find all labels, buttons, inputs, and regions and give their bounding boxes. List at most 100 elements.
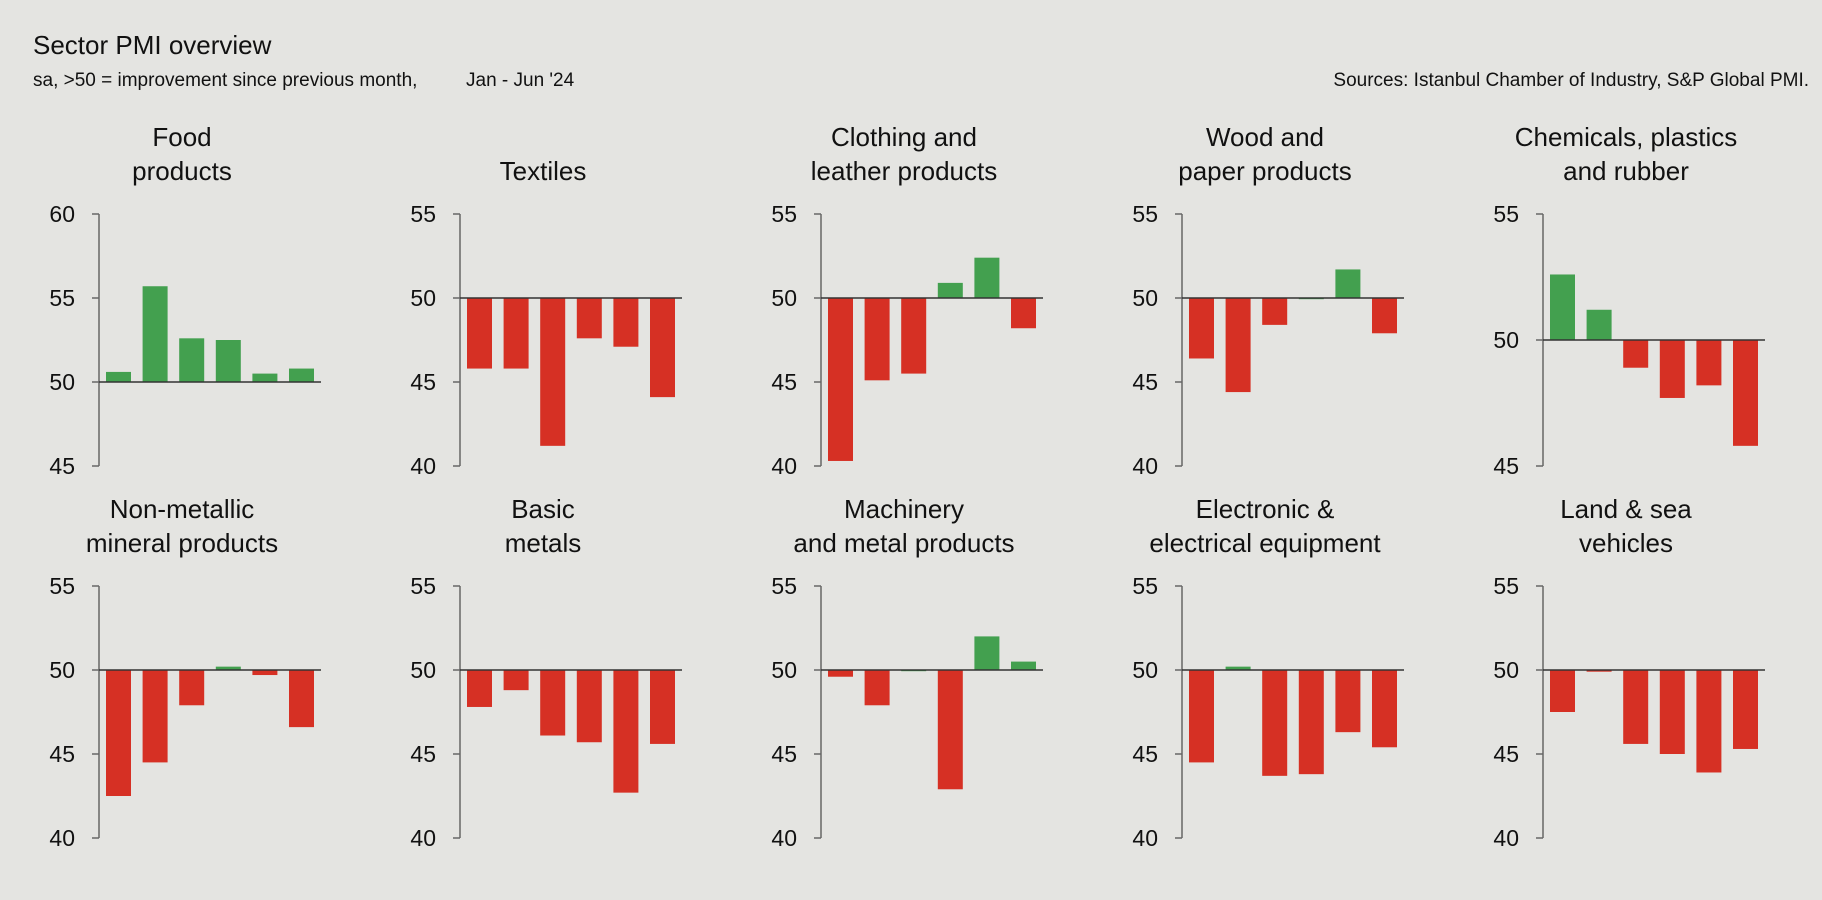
bar-apr: [576, 298, 602, 339]
bar-jun: [1372, 670, 1397, 748]
panel-title: Chemicals, plastics and rubber: [1514, 122, 1738, 186]
y-tick-label: 55: [771, 201, 797, 227]
bar-jun: [650, 670, 675, 744]
y-tick-label: 40: [771, 825, 797, 851]
bar-apr: [937, 282, 963, 298]
sector-panel: Clothing and leather products 40 45 50 55: [722, 108, 1086, 488]
y-tick-label: 55: [1132, 573, 1158, 599]
y-tick-label: 40: [771, 453, 797, 479]
y-tick-label: 50: [1132, 285, 1158, 311]
bar-jan: [1189, 298, 1214, 359]
panel-plot: 45 50 55 60: [49, 201, 321, 479]
y-tick-label: 45: [771, 741, 797, 767]
sector-panel: Wood and paper products 40 45 50 55: [1083, 108, 1447, 488]
panel-title: Textiles: [499, 156, 587, 186]
bar-apr: [576, 670, 602, 743]
bar-jun: [289, 368, 314, 382]
bar-feb: [1225, 298, 1251, 393]
y-tick-label: 50: [49, 657, 75, 683]
y-tick-label: 45: [49, 741, 75, 767]
y-tick-label: 50: [771, 285, 797, 311]
y-tick-label: 50: [1132, 657, 1158, 683]
panel-plot: 40 45 50 55: [771, 573, 1043, 851]
y-tick-label: 50: [771, 657, 797, 683]
y-tick-label: 40: [1132, 825, 1158, 851]
bar-apr: [937, 670, 963, 790]
panel-plot: 40 45 50 55: [1493, 573, 1765, 851]
panel-title: Electronic & electrical equipment: [1149, 494, 1381, 558]
panel-title: Wood and paper products: [1178, 122, 1352, 186]
y-tick-label: 50: [1493, 327, 1519, 353]
bar-may: [1335, 670, 1361, 733]
y-tick-label: 45: [1493, 741, 1519, 767]
bar-jan: [106, 371, 131, 382]
bar-feb: [503, 298, 529, 369]
chart-period: Jan - Jun '24: [466, 70, 575, 91]
y-tick-label: 40: [410, 453, 436, 479]
bar-may: [1696, 340, 1722, 386]
y-tick-label: 55: [1132, 201, 1158, 227]
y-tick-label: 45: [49, 453, 75, 479]
bar-jun: [650, 298, 675, 398]
bar-feb: [1586, 670, 1612, 672]
panel-plot: 40 45 50 55: [1132, 573, 1404, 851]
bar-feb: [864, 298, 890, 381]
panel-plot: 40 45 50 55: [771, 201, 1043, 479]
bar-may: [974, 636, 1000, 670]
panel-plot: 45 50 55: [1493, 201, 1765, 479]
bar-mar: [179, 338, 205, 382]
bar-apr: [1659, 670, 1685, 754]
bar-jun: [1011, 298, 1036, 329]
panel-title: Non-metallic mineral products: [85, 494, 279, 558]
y-tick-label: 45: [771, 369, 797, 395]
panel-title: Clothing and leather products: [810, 122, 998, 186]
bar-feb: [503, 670, 529, 691]
bar-may: [1335, 269, 1361, 298]
panel-plot: 40 45 50 55: [49, 573, 321, 851]
y-tick-label: 55: [49, 285, 75, 311]
y-tick-label: 40: [1493, 825, 1519, 851]
panel-plot: 40 45 50 55: [410, 573, 682, 851]
y-tick-label: 50: [1493, 657, 1519, 683]
bar-jun: [1372, 298, 1397, 334]
sector-panel: Chemicals, plastics and rubber 45 50 55: [1444, 108, 1808, 488]
y-tick-label: 40: [1132, 453, 1158, 479]
bar-jan: [828, 298, 853, 461]
y-tick-label: 40: [410, 825, 436, 851]
bar-feb: [142, 286, 168, 382]
bar-may: [613, 298, 639, 347]
bar-jan: [1550, 274, 1575, 340]
bar-mar: [901, 298, 927, 374]
y-tick-label: 45: [1132, 369, 1158, 395]
y-tick-label: 55: [1493, 201, 1519, 227]
chart-title: Sector PMI overview: [33, 30, 272, 60]
panel-plot: 40 45 50 55: [410, 201, 682, 479]
bar-mar: [1262, 670, 1288, 776]
bar-may: [974, 257, 1000, 298]
bar-jun: [1733, 340, 1758, 446]
y-tick-label: 55: [1493, 573, 1519, 599]
chart-source: Sources: Istanbul Chamber of Industry, S…: [1333, 70, 1809, 91]
sector-panel: Basic metals 40 45 50 55: [361, 480, 725, 860]
bar-jan: [467, 670, 492, 707]
bar-apr: [1659, 340, 1685, 398]
bar-jan: [1550, 670, 1575, 712]
bar-jun: [1733, 670, 1758, 749]
y-tick-label: 50: [410, 285, 436, 311]
sector-panel: Food products 45 50 55 60: [0, 108, 364, 488]
sector-panel: Non-metallic mineral products 40 45 50 55: [0, 480, 364, 860]
y-tick-label: 50: [49, 369, 75, 395]
bar-mar: [1262, 298, 1288, 325]
bar-apr: [215, 340, 241, 382]
bar-jun: [289, 670, 314, 728]
panel-title: Machinery and metal products: [793, 494, 1015, 558]
bar-may: [613, 670, 639, 793]
sector-panel: Machinery and metal products 40 45 50 55: [722, 480, 1086, 860]
bar-feb: [142, 670, 168, 763]
y-tick-label: 55: [771, 573, 797, 599]
bar-jun: [1011, 661, 1036, 670]
y-tick-label: 40: [49, 825, 75, 851]
bar-apr: [215, 666, 241, 670]
bar-jan: [106, 670, 131, 796]
y-tick-label: 55: [410, 573, 436, 599]
